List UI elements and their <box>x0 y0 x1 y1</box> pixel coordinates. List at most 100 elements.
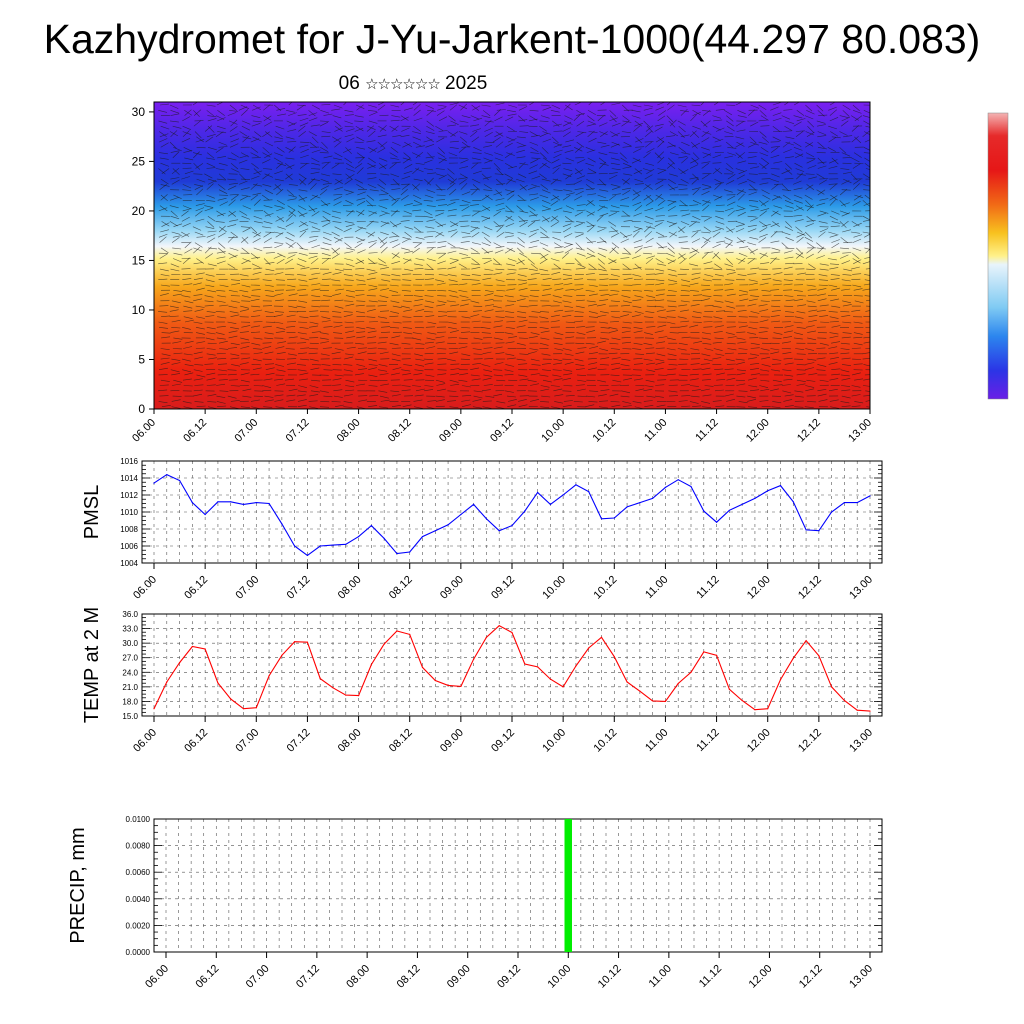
wind-barb <box>195 218 205 222</box>
wind-barb <box>470 247 479 253</box>
wind-barb <box>264 173 274 178</box>
wind-barb <box>461 274 471 276</box>
wind-barb <box>402 404 412 407</box>
wind-barb <box>437 373 447 376</box>
wind-barb <box>379 212 388 217</box>
wind-barb <box>435 210 445 212</box>
wind-barb <box>415 258 425 261</box>
wind-barb <box>527 205 536 211</box>
wind-barb <box>781 169 791 175</box>
wind-barb <box>784 295 794 297</box>
wind-barb <box>713 331 723 333</box>
wind-barb <box>310 168 321 170</box>
wind-barb <box>449 188 457 196</box>
wind-barb <box>297 390 307 393</box>
wind-barb <box>785 141 795 146</box>
wind-barb <box>426 189 436 193</box>
wind-barb <box>184 157 194 161</box>
wind-barb <box>806 110 815 115</box>
wind-barb <box>749 184 757 191</box>
wind-barb <box>402 300 412 303</box>
wind-barb <box>551 215 560 222</box>
wind-barb <box>574 258 582 266</box>
wind-barb <box>552 369 562 371</box>
wind-barb <box>574 102 583 106</box>
wind-barb <box>356 279 366 282</box>
wind-barb <box>644 208 654 212</box>
wind-barb <box>692 110 701 115</box>
wind-barb <box>562 210 572 213</box>
wind-barb <box>401 389 411 392</box>
wind-barb <box>193 378 203 381</box>
wind-barb <box>321 104 331 106</box>
data-point <box>447 524 449 526</box>
wind-barb <box>564 215 573 222</box>
wind-barb <box>692 200 702 205</box>
wind-barb <box>863 147 870 151</box>
wind-barb <box>369 379 379 382</box>
wind-barb <box>483 374 493 377</box>
wind-barb <box>275 346 285 349</box>
wind-barb <box>702 237 711 243</box>
wind-barb <box>818 279 829 281</box>
wind-barb <box>193 120 202 127</box>
wind-barb <box>241 194 251 197</box>
wind-barb <box>529 210 537 217</box>
wind-barb <box>805 325 815 328</box>
wind-barb <box>379 351 389 355</box>
wind-barb <box>748 327 758 330</box>
wind-barb <box>772 283 782 286</box>
wind-barb <box>230 357 240 360</box>
wind-barb <box>437 104 447 107</box>
wind-barb <box>297 114 307 116</box>
wind-barb <box>518 220 528 222</box>
wind-barb <box>574 358 584 362</box>
wind-barb <box>472 399 482 402</box>
wind-barb <box>196 236 206 238</box>
wind-barb <box>608 174 618 180</box>
wind-barb <box>296 263 306 268</box>
wind-barb <box>666 258 675 263</box>
wind-barb <box>689 221 697 227</box>
wind-barb <box>796 110 805 116</box>
wind-barb <box>852 238 862 243</box>
wind-barb <box>401 127 410 132</box>
wind-barb <box>322 347 332 349</box>
wind-barb <box>274 272 284 275</box>
wind-barb <box>356 364 366 367</box>
wind-barb <box>287 358 297 360</box>
wind-barb <box>252 367 262 370</box>
wind-barb <box>770 388 779 392</box>
wind-barb <box>816 357 826 360</box>
wind-barb <box>484 132 493 138</box>
wind-barb <box>311 379 321 382</box>
wind-barb <box>230 327 240 330</box>
wind-barb <box>831 287 840 291</box>
wind-barb <box>355 294 365 296</box>
wind-barb <box>668 283 678 286</box>
wind-barb <box>654 152 662 160</box>
wind-barb <box>748 247 755 255</box>
wind-barb <box>242 395 252 398</box>
wind-barb <box>621 368 631 370</box>
wind-barb <box>689 130 697 138</box>
wind-barb <box>735 358 745 361</box>
wind-barb <box>554 251 564 254</box>
wind-barb <box>240 104 250 109</box>
wind-barb <box>669 332 679 334</box>
data-point <box>498 530 500 532</box>
wind-barb <box>277 226 286 230</box>
wind-barb <box>288 305 298 309</box>
wind-barb <box>504 332 514 335</box>
wind-barb <box>321 252 331 256</box>
wind-barb <box>829 195 838 201</box>
wind-barb <box>471 162 479 169</box>
wind-barb <box>702 295 712 297</box>
wind-barb <box>794 332 803 335</box>
wind-barb <box>518 161 526 169</box>
wind-barb <box>251 289 261 291</box>
wind-barb <box>692 215 701 221</box>
wind-barb <box>183 283 193 286</box>
wind-barb <box>389 290 399 293</box>
wind-barb <box>170 330 180 333</box>
